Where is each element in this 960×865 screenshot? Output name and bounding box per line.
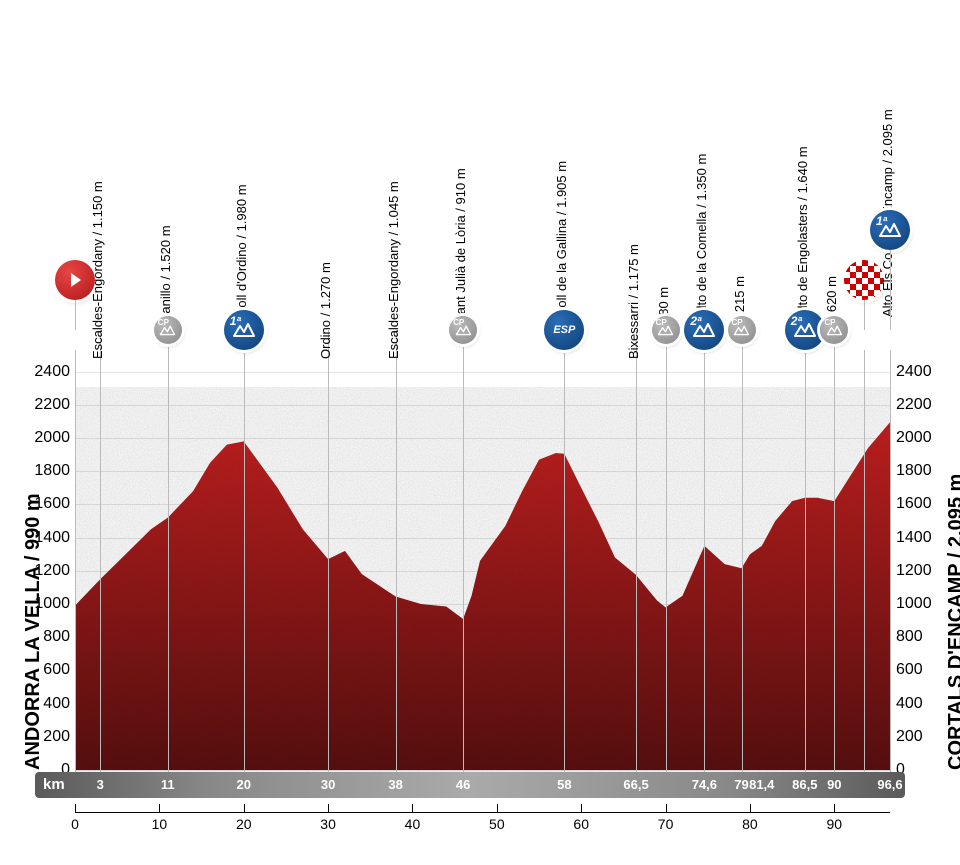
- y-tick-label-left: 2400: [30, 363, 70, 381]
- km-bar-label: 90: [827, 777, 841, 792]
- y-tick-label-left: 1800: [30, 462, 70, 480]
- km-bar-label: 81,4: [749, 777, 774, 792]
- finish-label: CORTALS D'ENCAMP / 2.095 m: [945, 474, 960, 770]
- x-tick: [412, 804, 413, 812]
- y-tick-label-right: 1800: [896, 462, 936, 480]
- marker-stem: [742, 344, 743, 772]
- km-bar-label: 96,6: [877, 777, 902, 792]
- x-tick: [75, 804, 76, 812]
- x-axis-line: [75, 812, 890, 813]
- category-badge: 2ª: [684, 310, 724, 350]
- checkpoint-badge: CP: [449, 316, 477, 344]
- y-tick-label-left: 2200: [30, 396, 70, 414]
- x-tick: [581, 804, 582, 812]
- marker-stem: [328, 330, 329, 772]
- marker-stem: [75, 300, 76, 330]
- start-badge: [55, 260, 95, 300]
- km-bar-label: 20: [237, 777, 251, 792]
- marker-label: Canillo / 1.520 m: [158, 225, 173, 323]
- x-tick-label: 10: [152, 816, 168, 832]
- marker-stem: [890, 250, 891, 330]
- km-bar-label: 11: [161, 777, 175, 792]
- y-tick-label-left: 2000: [30, 429, 70, 447]
- marker-stem: [864, 350, 865, 772]
- y-tick-label-right: 1000: [896, 595, 936, 613]
- x-tick-label: 70: [658, 816, 674, 832]
- marker-label: Sant Julià de Lòria / 910 m: [453, 168, 468, 323]
- y-tick-label-right: 800: [896, 628, 936, 646]
- x-tick-label: 30: [320, 816, 336, 832]
- x-tick-label: 80: [742, 816, 758, 832]
- marker-label: Coll de la Gallina / 1.905 m: [554, 161, 569, 317]
- elevation-profile: [75, 355, 890, 772]
- x-tick: [328, 804, 329, 812]
- checkpoint-badge: CP: [652, 316, 680, 344]
- marker-label: Ordino / 1.270 m: [318, 262, 333, 359]
- category-badge: 2ª: [785, 310, 825, 350]
- marker-stem: [636, 330, 637, 772]
- marker-label: Alto de la Comella / 1.350 m: [694, 154, 709, 317]
- y-tick-label-right: 200: [896, 728, 936, 746]
- x-tick: [834, 804, 835, 812]
- x-tick-label: 50: [489, 816, 505, 832]
- checkpoint-badge: CP: [154, 316, 182, 344]
- marker-stem: [564, 350, 565, 772]
- y-tick-label-right: 2200: [896, 396, 936, 414]
- km-bar-label: 30: [321, 777, 335, 792]
- marker-stem: [100, 330, 101, 772]
- y-tick-label-right: 1600: [896, 495, 936, 513]
- marker-stem: [834, 344, 835, 772]
- marker-stem: [864, 300, 865, 330]
- x-tick-label: 90: [827, 816, 843, 832]
- marker-stem: [463, 344, 464, 772]
- x-tick: [244, 804, 245, 812]
- x-tick: [497, 804, 498, 812]
- km-bar-label: 86,5: [792, 777, 817, 792]
- start-label: ANDORRA LA VELLA / 990 m: [22, 493, 45, 770]
- x-tick: [750, 804, 751, 812]
- checkpoint-badge: CP: [820, 316, 848, 344]
- x-tick: [666, 804, 667, 812]
- y-tick-label-right: 2000: [896, 429, 936, 447]
- marker-label: Alto de Engolasters / 1.640 m: [795, 146, 810, 317]
- marker-stem: [396, 330, 397, 772]
- km-bar-label: 66,5: [623, 777, 648, 792]
- marker-label: Escaldes-Engordany / 1.045 m: [386, 181, 401, 359]
- marker-stem: [75, 350, 76, 772]
- x-tick: [159, 804, 160, 812]
- y-tick-label-right: 600: [896, 661, 936, 679]
- marker-stem: [890, 350, 891, 772]
- km-bar-label: 58: [557, 777, 571, 792]
- km-bar-label: 46: [456, 777, 470, 792]
- marker-stem: [805, 350, 806, 772]
- km-title: km: [43, 776, 65, 793]
- y-tick-label-right: 1400: [896, 529, 936, 547]
- x-tick-label: 20: [236, 816, 252, 832]
- km-bar-label: 3: [97, 777, 104, 792]
- y-tick-label-right: 1200: [896, 562, 936, 580]
- finish-badge: [844, 260, 884, 300]
- km-bar-label: 79: [734, 777, 748, 792]
- x-tick-label: 0: [71, 816, 79, 832]
- marker-label: Bixessarri / 1.175 m: [626, 244, 641, 359]
- category-esp-badge: ESP: [544, 310, 584, 350]
- checkpoint-badge: CP: [728, 316, 756, 344]
- x-tick-label: 40: [405, 816, 421, 832]
- marker-label: Coll d'Ordino / 1.980 m: [234, 184, 249, 317]
- marker-label: Escaldes-Engordany / 1.150 m: [90, 181, 105, 359]
- marker-stem: [168, 344, 169, 772]
- x-tick-label: 60: [573, 816, 589, 832]
- marker-stem: [704, 350, 705, 772]
- category-badge: 1ª: [870, 210, 910, 250]
- marker-stem: [244, 350, 245, 772]
- km-bar-label: 38: [388, 777, 402, 792]
- y-tick-label-right: 2400: [896, 363, 936, 381]
- category-badge: 1ª: [224, 310, 264, 350]
- y-tick-label-right: 400: [896, 695, 936, 713]
- km-bar-label: 74,6: [692, 777, 717, 792]
- marker-stem: [666, 344, 667, 772]
